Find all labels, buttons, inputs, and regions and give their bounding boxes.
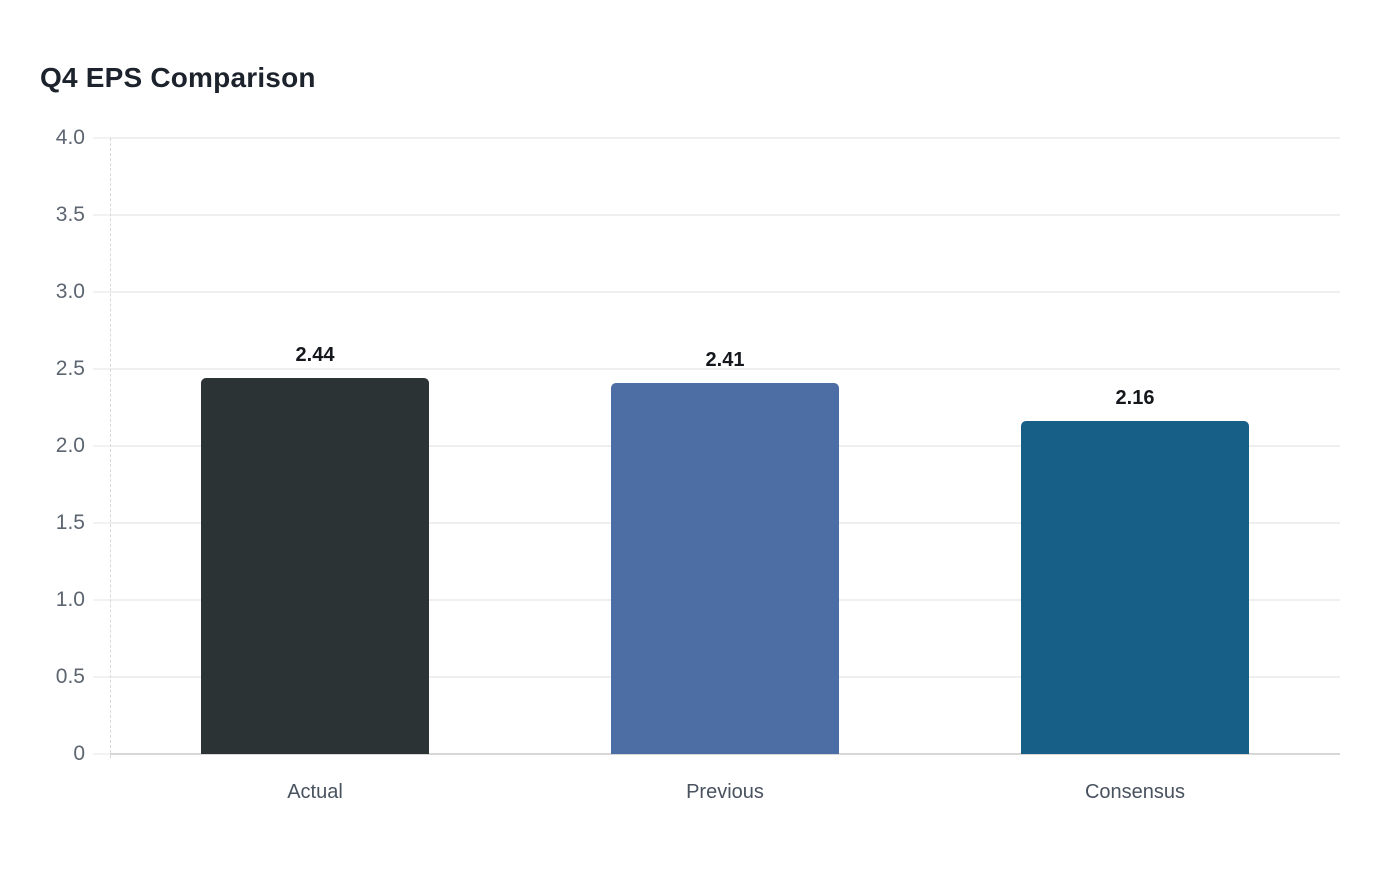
gridline [110,291,1340,293]
bar-value-label: 2.41 [705,348,745,371]
bar-actual[interactable] [201,378,429,754]
y-tick-label: 0 [73,742,85,765]
y-tick-label: 3.5 [55,203,85,226]
x-category-label: Actual [287,781,343,803]
y-tick-label: 3.0 [55,280,85,303]
y-axis-tick [93,676,110,678]
y-axis-line [110,138,111,758]
y-axis-tick [93,137,110,139]
y-axis-tick [93,522,110,524]
bar-previous[interactable] [611,382,839,754]
bar-value-label: 2.44 [295,344,335,367]
y-tick-label: 1.5 [55,511,85,534]
y-axis-tick [93,291,110,293]
y-axis-tick [93,599,110,601]
y-axis-tick [93,753,110,755]
bar-value-label: 2.16 [1115,387,1155,410]
x-category-label: Consensus [1084,781,1186,803]
gridline [110,368,1340,370]
bar-consensus[interactable] [1021,421,1249,754]
y-tick-label: 2.0 [55,434,85,457]
y-tick-label: 0.5 [55,665,85,688]
plot-area: 4.0 3.5 3.0 2.5 2.0 1.5 1.0 0.5 0 2.44 2.41 2.16 A… [56,126,1340,803]
gridline [110,214,1340,216]
x-axis-baseline [110,753,1340,755]
y-axis-tick [93,214,110,216]
y-tick-label: 4.0 [55,126,85,149]
y-axis-tick [93,445,110,447]
y-axis-tick [93,368,110,370]
chart-title: Q4 EPS Comparison [40,62,316,93]
gridline [110,137,1340,139]
y-tick-label: 1.0 [55,588,85,611]
x-category-label: Previous [686,781,764,803]
y-tick-label: 2.5 [55,357,85,380]
